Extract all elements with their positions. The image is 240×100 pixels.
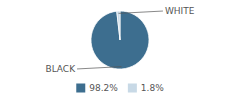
legend-swatch — [76, 84, 85, 93]
chart: BLACK WHITE 98.2% 1.8% — [0, 0, 240, 100]
legend-label: 98.2% — [89, 83, 118, 93]
leader-line — [118, 11, 162, 13]
leader-line — [77, 67, 121, 69]
annotations: BLACK WHITE — [45, 6, 194, 74]
legend-label: 1.8% — [141, 83, 164, 93]
legend-swatch — [128, 84, 137, 93]
legend: 98.2% 1.8% — [76, 83, 164, 93]
annotation: BLACK — [45, 64, 76, 74]
annotation: WHITE — [165, 6, 195, 16]
pie — [91, 11, 149, 69]
pie-slice — [117, 11, 120, 40]
pie-slice — [91, 11, 149, 69]
